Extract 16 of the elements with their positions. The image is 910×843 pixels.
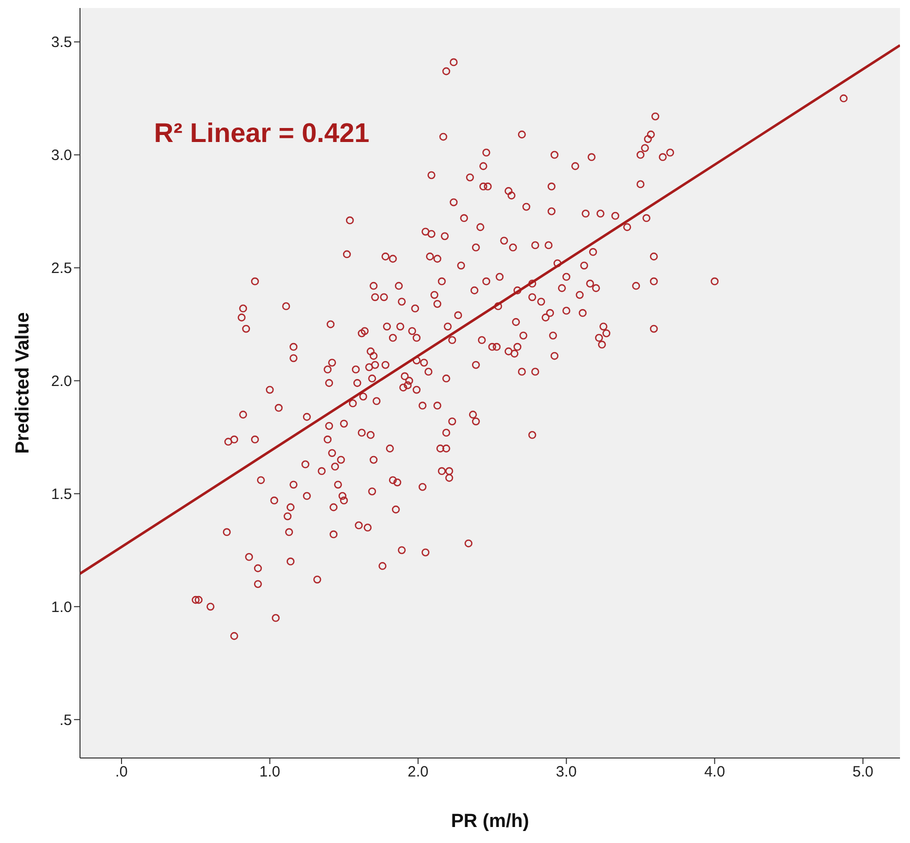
x-tick-label: 3.0 xyxy=(556,764,577,781)
annotation: R² Linear = 0.421 xyxy=(154,118,370,149)
y-tick-label: 3.5 xyxy=(51,34,72,52)
y-tick-label: 3.0 xyxy=(51,147,72,164)
y-tick-label: 2.5 xyxy=(51,260,72,278)
x-tick-label: 5.0 xyxy=(852,764,874,781)
x-tick-label: 2.0 xyxy=(408,764,429,781)
x-tick-label: 4.0 xyxy=(704,764,726,781)
x-tick-label: .0 xyxy=(115,764,128,781)
y-tick-label: .5 xyxy=(59,712,72,729)
y-axis-title: Predicted Value xyxy=(12,312,34,454)
y-tick-label: 2.0 xyxy=(51,373,72,390)
x-tick-label: 1.0 xyxy=(259,764,280,781)
x-axis-title: PR (m/h) xyxy=(450,811,530,832)
y-tick-label: 1.5 xyxy=(51,486,72,504)
y-tick-label: 1.0 xyxy=(51,598,72,616)
